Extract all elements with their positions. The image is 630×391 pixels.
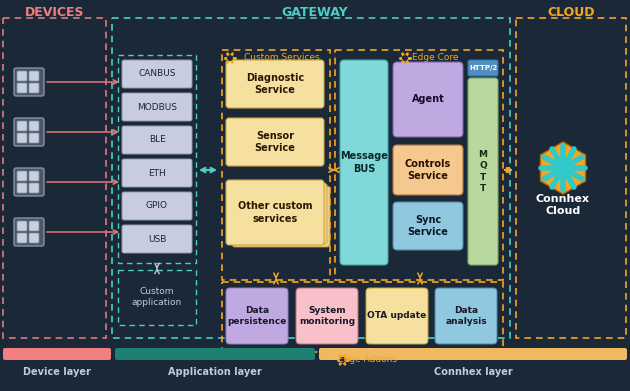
FancyBboxPatch shape xyxy=(393,62,463,137)
FancyBboxPatch shape xyxy=(122,93,192,121)
FancyBboxPatch shape xyxy=(393,145,463,195)
Text: Sensor
Service: Sensor Service xyxy=(255,131,295,153)
FancyBboxPatch shape xyxy=(29,83,39,93)
Text: Custom
application: Custom application xyxy=(132,287,182,307)
FancyBboxPatch shape xyxy=(468,60,498,76)
Text: Device layer: Device layer xyxy=(23,367,91,377)
FancyBboxPatch shape xyxy=(122,192,192,220)
Circle shape xyxy=(228,56,232,60)
Text: ETH: ETH xyxy=(148,169,166,178)
FancyBboxPatch shape xyxy=(14,68,44,96)
FancyBboxPatch shape xyxy=(468,78,498,265)
FancyBboxPatch shape xyxy=(14,118,44,146)
Text: CLOUD: CLOUD xyxy=(547,5,595,18)
FancyBboxPatch shape xyxy=(226,288,288,344)
FancyBboxPatch shape xyxy=(115,348,315,360)
Text: Message
BUS: Message BUS xyxy=(340,151,388,174)
FancyBboxPatch shape xyxy=(17,83,27,93)
FancyBboxPatch shape xyxy=(29,133,39,143)
FancyBboxPatch shape xyxy=(29,183,39,193)
FancyBboxPatch shape xyxy=(29,233,39,243)
Text: Controls
Service: Controls Service xyxy=(405,159,451,181)
FancyBboxPatch shape xyxy=(3,348,111,360)
Text: MODBUS: MODBUS xyxy=(137,102,177,111)
Text: Edge Addons: Edge Addons xyxy=(338,355,397,364)
Text: System
monitoring: System monitoring xyxy=(299,306,355,326)
Circle shape xyxy=(340,358,345,362)
FancyBboxPatch shape xyxy=(29,71,39,81)
FancyBboxPatch shape xyxy=(122,159,192,187)
Text: Custom Services: Custom Services xyxy=(244,54,320,63)
Polygon shape xyxy=(541,142,585,194)
FancyBboxPatch shape xyxy=(17,171,27,181)
Text: Data
analysis: Data analysis xyxy=(445,306,487,326)
Text: Connhex layer: Connhex layer xyxy=(433,367,512,377)
FancyBboxPatch shape xyxy=(226,60,324,108)
Text: DEVICES: DEVICES xyxy=(25,5,85,18)
Text: OTA update: OTA update xyxy=(367,312,427,321)
Text: Edge Core: Edge Core xyxy=(412,54,458,63)
FancyBboxPatch shape xyxy=(366,288,428,344)
Text: GATEWAY: GATEWAY xyxy=(282,5,348,18)
Text: Sync
Service: Sync Service xyxy=(408,215,449,237)
FancyBboxPatch shape xyxy=(17,221,27,231)
FancyBboxPatch shape xyxy=(29,171,39,181)
Text: Application layer: Application layer xyxy=(168,367,262,377)
FancyBboxPatch shape xyxy=(393,202,463,250)
FancyBboxPatch shape xyxy=(122,225,192,253)
FancyBboxPatch shape xyxy=(17,121,27,131)
FancyBboxPatch shape xyxy=(17,71,27,81)
Text: Agent: Agent xyxy=(411,94,444,104)
FancyBboxPatch shape xyxy=(226,180,324,245)
FancyBboxPatch shape xyxy=(296,288,358,344)
FancyBboxPatch shape xyxy=(340,60,388,265)
Text: M
Q
T
T: M Q T T xyxy=(479,151,488,193)
FancyBboxPatch shape xyxy=(232,186,330,247)
FancyBboxPatch shape xyxy=(122,60,192,88)
FancyBboxPatch shape xyxy=(319,348,627,360)
FancyBboxPatch shape xyxy=(17,233,27,243)
Text: USB: USB xyxy=(148,235,166,244)
Text: Other custom
services: Other custom services xyxy=(238,201,312,224)
Text: CANBUS: CANBUS xyxy=(138,70,176,79)
Text: Diagnostic
Service: Diagnostic Service xyxy=(246,73,304,95)
FancyBboxPatch shape xyxy=(14,218,44,246)
Text: Connhex
Cloud: Connhex Cloud xyxy=(536,194,590,216)
FancyBboxPatch shape xyxy=(435,288,497,344)
FancyBboxPatch shape xyxy=(17,133,27,143)
FancyBboxPatch shape xyxy=(29,121,39,131)
Text: HTTP/2: HTTP/2 xyxy=(469,65,497,71)
Text: GPIO: GPIO xyxy=(146,201,168,210)
Circle shape xyxy=(403,56,407,60)
FancyBboxPatch shape xyxy=(29,221,39,231)
FancyBboxPatch shape xyxy=(226,118,324,166)
FancyBboxPatch shape xyxy=(229,183,327,244)
Text: Data
persistence: Data persistence xyxy=(227,306,287,326)
FancyBboxPatch shape xyxy=(122,126,192,154)
Text: BLE: BLE xyxy=(149,136,165,145)
FancyBboxPatch shape xyxy=(17,183,27,193)
FancyBboxPatch shape xyxy=(14,168,44,196)
